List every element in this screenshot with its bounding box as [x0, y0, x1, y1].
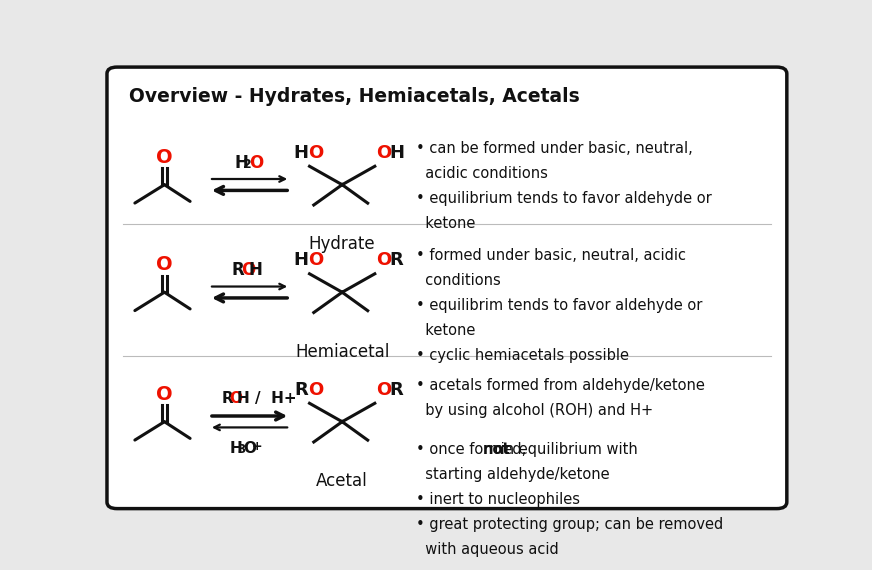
- Text: O: O: [249, 154, 263, 172]
- Text: Overview - Hydrates, Hemiacetals, Acetals: Overview - Hydrates, Hemiacetals, Acetal…: [129, 87, 580, 106]
- Text: • can be formed under basic, neutral,: • can be formed under basic, neutral,: [417, 141, 693, 156]
- Text: O: O: [156, 385, 173, 404]
- Text: R: R: [221, 390, 233, 405]
- Text: H: H: [249, 261, 262, 279]
- Text: acidic conditions: acidic conditions: [417, 166, 548, 181]
- Text: O: O: [242, 441, 255, 455]
- Text: • great protecting group; can be removed: • great protecting group; can be removed: [417, 516, 724, 532]
- Text: • equilibrium tends to favor aldehyde or: • equilibrium tends to favor aldehyde or: [417, 191, 712, 206]
- Text: ketone: ketone: [417, 323, 476, 339]
- Text: +: +: [252, 440, 262, 453]
- Text: O: O: [376, 144, 392, 162]
- Text: H: H: [235, 154, 249, 172]
- Text: O: O: [156, 255, 173, 274]
- Text: O: O: [308, 251, 324, 270]
- Text: O: O: [156, 148, 173, 166]
- Text: conditions: conditions: [417, 274, 501, 288]
- Text: H /  H+: H / H+: [236, 390, 296, 405]
- Text: with aqueous acid: with aqueous acid: [417, 542, 559, 557]
- Text: • once formed,: • once formed,: [417, 442, 531, 457]
- FancyBboxPatch shape: [107, 67, 787, 508]
- Text: • acetals formed from aldehyde/ketone: • acetals formed from aldehyde/ketone: [417, 378, 705, 393]
- Text: O: O: [376, 251, 392, 270]
- Text: Hydrate: Hydrate: [309, 235, 376, 253]
- Text: Acetal: Acetal: [317, 472, 368, 490]
- Text: in equilibrium with: in equilibrium with: [495, 442, 637, 457]
- Text: Hemiacetal: Hemiacetal: [295, 343, 389, 361]
- Text: O: O: [229, 390, 242, 405]
- Text: • equilibrim tends to favor aldehyde or: • equilibrim tends to favor aldehyde or: [417, 298, 703, 314]
- Text: H: H: [293, 251, 308, 270]
- Text: ketone: ketone: [417, 216, 476, 231]
- Text: O: O: [308, 144, 324, 162]
- Text: H: H: [390, 144, 405, 162]
- Text: starting aldehyde/ketone: starting aldehyde/ketone: [417, 467, 610, 482]
- Text: not: not: [482, 442, 510, 457]
- Text: R: R: [390, 251, 404, 270]
- Text: H: H: [293, 144, 308, 162]
- Text: R: R: [295, 381, 308, 399]
- Text: • formed under basic, neutral, acidic: • formed under basic, neutral, acidic: [417, 249, 686, 263]
- Text: by using alcohol (ROH) and H+: by using alcohol (ROH) and H+: [417, 403, 654, 418]
- Text: 3: 3: [237, 443, 246, 457]
- Text: R: R: [232, 261, 245, 279]
- Text: H: H: [229, 441, 242, 455]
- Text: R: R: [390, 381, 404, 399]
- Text: • cyclic hemiacetals possible: • cyclic hemiacetals possible: [417, 348, 630, 364]
- Text: O: O: [308, 381, 324, 399]
- Text: O: O: [376, 381, 392, 399]
- Text: • inert to nucleophiles: • inert to nucleophiles: [417, 492, 581, 507]
- Text: 2: 2: [243, 158, 252, 171]
- Text: O: O: [241, 261, 255, 279]
